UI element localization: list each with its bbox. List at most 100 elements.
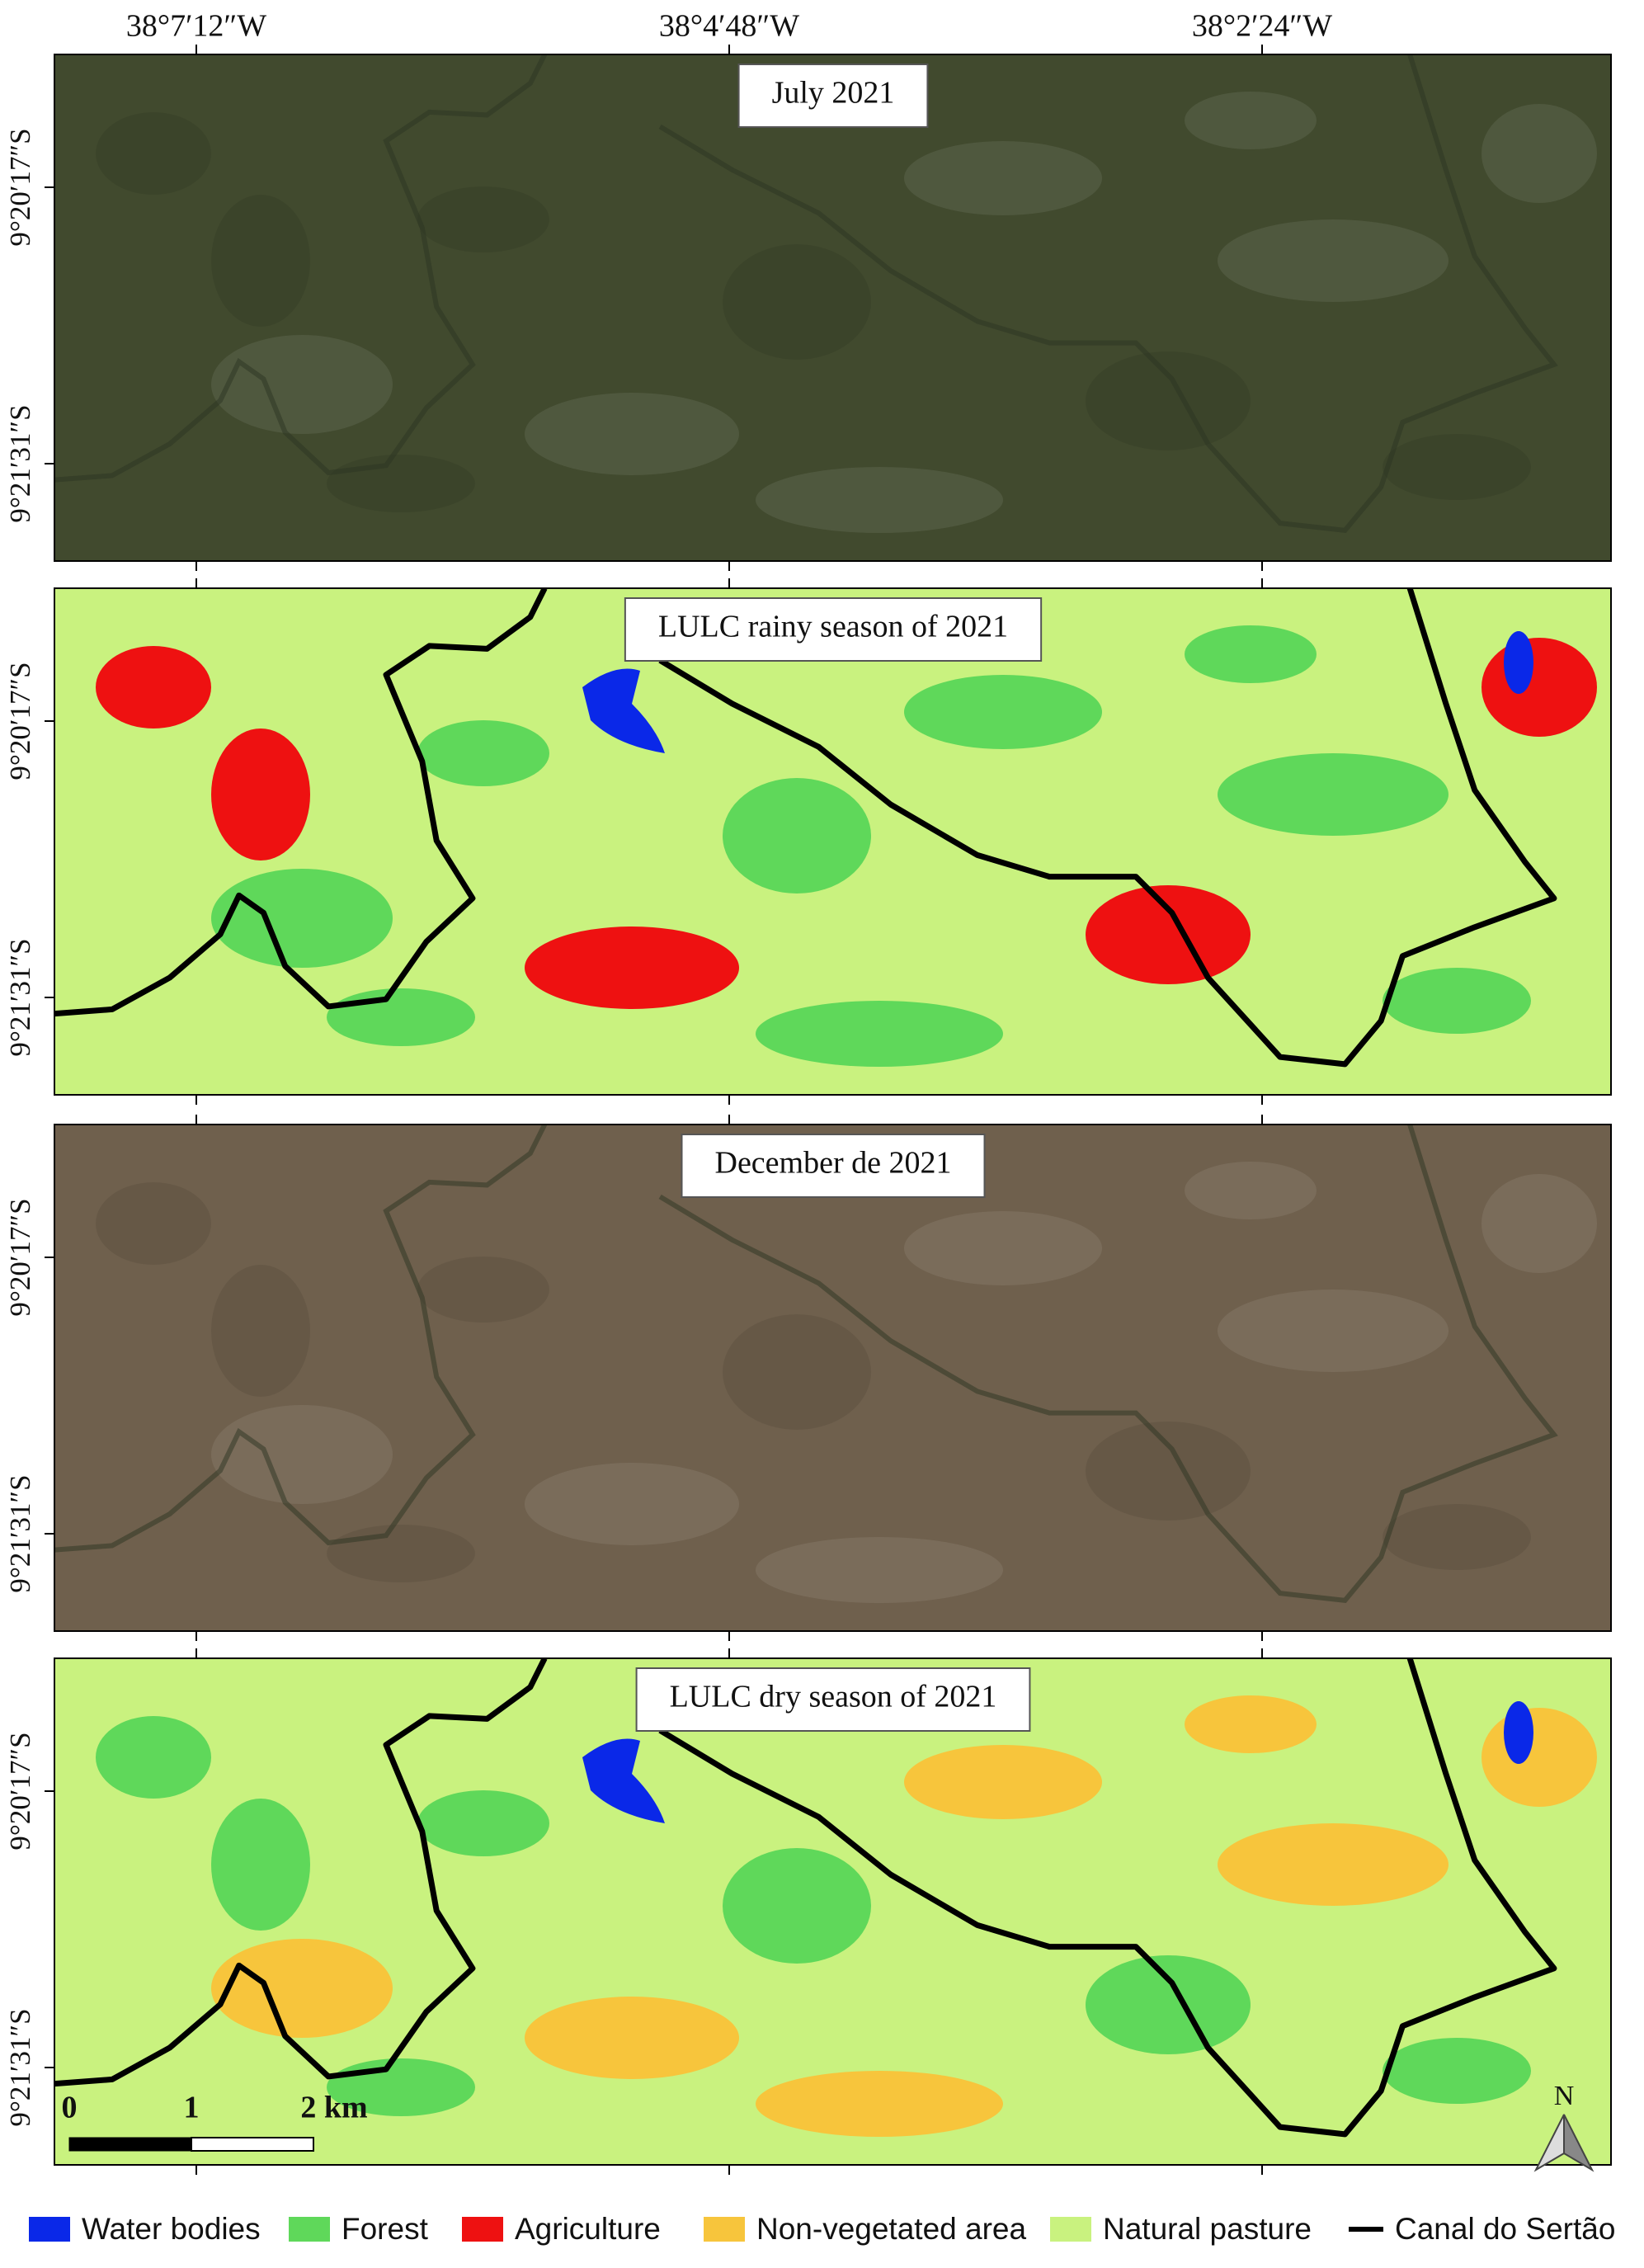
- x-tick-label: 38°7′12″W: [126, 9, 266, 44]
- land-patch: [756, 467, 1003, 533]
- land-patch: [723, 1848, 871, 1964]
- land-patch: [1185, 625, 1317, 683]
- land-patch: [1086, 351, 1251, 450]
- canal-trace: [658, 1125, 1558, 1603]
- canal-line: [658, 1658, 1557, 2138]
- land-patch: [211, 869, 393, 968]
- panel-content: [54, 1658, 1611, 2165]
- panel-content: [54, 54, 1611, 561]
- scale-label: 1: [184, 2091, 200, 2125]
- land-patch: [723, 778, 871, 894]
- land-patch: [1218, 753, 1449, 836]
- canal-line: [658, 588, 1557, 1068]
- panel-content: [54, 1125, 1611, 1631]
- scale-bar-black: [68, 2137, 192, 2152]
- land-patch: [96, 1182, 211, 1265]
- x-tick-label: 38°4′48″W: [659, 9, 799, 44]
- water-body: [1504, 1701, 1533, 1764]
- land-patch: [723, 1314, 871, 1430]
- panel-content: [54, 588, 1611, 1095]
- land-patch: [1383, 1504, 1531, 1570]
- land-patch: [1383, 968, 1531, 1034]
- land-patch: [417, 1257, 549, 1323]
- title-box: [737, 64, 929, 128]
- land-patch: [1086, 885, 1251, 984]
- land-patch: [756, 1001, 1003, 1067]
- canal-trace: [54, 1125, 548, 1553]
- legend-swatch: [29, 2217, 70, 2242]
- land-patch: [1218, 1823, 1449, 1906]
- land-patch: [1185, 1695, 1317, 1753]
- land-patch: [417, 186, 549, 252]
- scale-label: 2 km: [300, 2091, 367, 2125]
- land-patch: [1218, 219, 1449, 302]
- land-patch: [211, 1939, 393, 2038]
- map-panel: 9°20′17″S 9°21′31″S LULC dry season of 202…: [4, 1648, 1612, 2175]
- panel-title: LULC rainy season of 2021: [658, 610, 1008, 644]
- north-label: N: [1554, 2081, 1575, 2111]
- land-patch: [211, 335, 393, 434]
- land-patch: [756, 2071, 1003, 2137]
- land-patch: [417, 720, 549, 786]
- canal-trace: [658, 54, 1558, 533]
- map-panel: 9°20′17″S 9°21′31″S December de 2021: [4, 1115, 1612, 1641]
- legend-swatch: [289, 2217, 330, 2242]
- y-tick-label: 9°20′17″S: [4, 662, 36, 780]
- land-patch: [327, 1525, 475, 1582]
- y-tick-label: 9°21′31″S: [4, 2008, 36, 2126]
- land-patch: [96, 646, 211, 728]
- land-patch: [417, 1790, 549, 1856]
- land-patch: [904, 1745, 1102, 1819]
- land-patch: [904, 141, 1102, 215]
- y-tick-label: 9°20′17″S: [4, 128, 36, 246]
- land-patch: [525, 927, 739, 1009]
- land-patch: [211, 195, 310, 327]
- land-patch: [1481, 104, 1597, 203]
- land-patch: [904, 1211, 1102, 1285]
- land-patch: [211, 1405, 393, 1504]
- canal-line: [54, 588, 548, 1017]
- y-tick-label: 9°20′17″S: [4, 1732, 36, 1850]
- y-tick-label: 9°21′31″S: [4, 404, 36, 522]
- legend-label: Canal do Sertão: [1395, 2212, 1615, 2246]
- panel-frame: [54, 1124, 1612, 1632]
- land-patch: [327, 455, 475, 512]
- land-patch: [1481, 1174, 1597, 1273]
- scale-label: 0: [62, 2091, 78, 2125]
- title-box: [624, 597, 1043, 662]
- panel-title: July 2021: [772, 76, 895, 111]
- map-panel: 9°20′17″S 9°21′31″S LULC rainy season of 2…: [4, 578, 1612, 1105]
- land-patch: [904, 675, 1102, 749]
- land-patch: [211, 1265, 310, 1397]
- land-patch: [327, 988, 475, 1046]
- land-patch: [96, 112, 211, 195]
- land-patch: [525, 1997, 739, 2079]
- y-tick-label: 9°20′17″S: [4, 1198, 36, 1316]
- legend-label: Agriculture: [515, 2212, 661, 2246]
- x-tick-label: 38°2′24″W: [1192, 9, 1332, 44]
- land-patch: [525, 393, 739, 475]
- legend-label: Forest: [342, 2212, 429, 2246]
- title-box: [635, 1667, 1031, 1732]
- panel-title: LULC dry season of 2021: [670, 1680, 997, 1714]
- land-patch: [1481, 1708, 1597, 1807]
- land-patch: [211, 1799, 310, 1931]
- land-patch: [525, 1463, 739, 1545]
- land-patch: [96, 1716, 211, 1799]
- legend-swatch: [1050, 2217, 1091, 2242]
- north-arrow-right: [1563, 2114, 1595, 2172]
- map-panel: 9°20′17″S 9°21′31″S July 2021: [4, 45, 1612, 571]
- legend-label: Natural pasture: [1103, 2212, 1312, 2246]
- land-patch: [1383, 2038, 1531, 2104]
- land-patch: [1481, 638, 1597, 737]
- land-patch: [756, 1537, 1003, 1603]
- panel-frame: [54, 1657, 1612, 2166]
- legend-swatch: [462, 2217, 503, 2242]
- y-tick-label: 9°21′31″S: [4, 1474, 36, 1592]
- water-body: [1504, 631, 1533, 694]
- panel-background: [54, 54, 1611, 561]
- panel-title: December de 2021: [715, 1146, 952, 1181]
- land-patch: [1185, 92, 1317, 149]
- y-tick-label: 9°21′31″S: [4, 938, 36, 1056]
